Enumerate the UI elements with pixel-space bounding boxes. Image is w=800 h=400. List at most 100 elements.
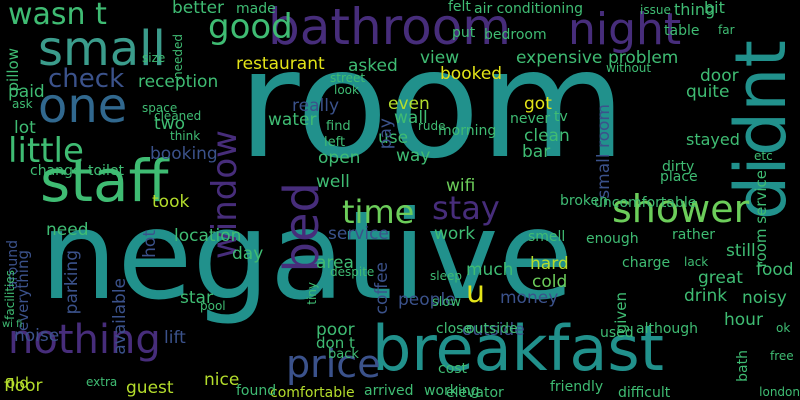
word-don-t: don t (316, 334, 355, 352)
word-made: made (236, 1, 276, 17)
word-water: water (268, 110, 317, 130)
word-open: open (318, 148, 361, 168)
word-poor: poor (316, 320, 355, 340)
word-guest: guest (126, 378, 174, 398)
word-use: use (378, 128, 409, 148)
word-better: better (172, 0, 225, 18)
word-one: one (38, 78, 128, 134)
word-back: back (328, 347, 359, 362)
word-smell: smell (528, 229, 566, 245)
word-cleaned: cleaned (154, 109, 202, 123)
word-felt: felt (448, 0, 471, 15)
word-night: night (568, 4, 682, 55)
word-stay: stay (432, 189, 500, 227)
word-without: without (606, 61, 652, 75)
word-bath: bath (735, 350, 751, 382)
word-thing: thing (674, 0, 716, 19)
word-working: working (424, 383, 480, 399)
word-hard: hard (530, 254, 569, 274)
word-never: never (510, 111, 551, 127)
word-street: street (330, 71, 366, 85)
word-available: available (110, 278, 130, 355)
word-left: left (324, 135, 346, 150)
word-hot: hot (140, 230, 160, 258)
word-booked: booked (440, 64, 503, 84)
word-table: table (664, 23, 700, 39)
word-expensive: expensive (516, 48, 603, 68)
word-food: food (756, 260, 794, 280)
word-tiny: tiny (305, 282, 319, 305)
word-breakfast: breakfast (372, 312, 664, 385)
word-day: day (232, 244, 264, 264)
word-u: u (466, 275, 486, 310)
word-bedroom: bedroom (484, 27, 547, 43)
word-issue: issue (640, 3, 671, 17)
word-noisy: noisy (742, 288, 787, 308)
word-even: even (388, 94, 430, 114)
word-small-room: small room (594, 104, 614, 199)
word-enough: enough (586, 231, 639, 247)
word-tv: tv (554, 109, 568, 125)
word-charge: charge (622, 255, 671, 271)
word-lack: lack (684, 255, 709, 269)
word-size: size (142, 51, 166, 65)
word-cold: cold (532, 272, 568, 292)
word-air-conditioning: air conditioning (474, 1, 584, 17)
word-lot: lot (14, 118, 36, 138)
word-quite: quite (686, 82, 730, 102)
word-star: star (180, 288, 213, 308)
word-broken: broken (560, 193, 608, 209)
word-needed: needed (171, 34, 185, 79)
word-area: area (316, 253, 354, 273)
word-nothing: nothing (8, 317, 161, 363)
word-people: people (398, 290, 456, 310)
word-comfortable: comfortable (270, 385, 355, 400)
word-way: way (396, 146, 431, 166)
word-cost: cost (438, 361, 468, 377)
word-used: used (600, 325, 634, 341)
word-small: small (38, 21, 166, 77)
word-booking: booking (150, 144, 218, 164)
word-paid: paid (8, 82, 45, 102)
word-hour: hour (724, 310, 763, 330)
word-view: view (420, 48, 460, 68)
word-much: much (466, 260, 514, 280)
word-toilet: toilet (88, 163, 124, 179)
word-two: two (154, 114, 185, 134)
word-difficult: difficult (618, 385, 671, 400)
word-took: took (152, 192, 190, 212)
word-noise: noise (14, 326, 60, 346)
word-outside: outside (466, 321, 518, 337)
word-staff: staff (40, 147, 169, 215)
word-shower: shower (612, 187, 750, 231)
word-rather: rather (672, 227, 716, 243)
word-space: space (142, 101, 178, 115)
word-facilities: facilities (3, 270, 17, 320)
word-wi-fi: wi fi (2, 319, 23, 330)
word-outside: outside (462, 320, 525, 340)
word-little: little (8, 131, 84, 171)
word-location: location (174, 226, 242, 246)
word-nice: nice (204, 370, 240, 390)
word-parking: parking (62, 250, 82, 315)
word-uncomfortable: uncomfortable (594, 195, 697, 211)
word-service: service (328, 224, 389, 244)
word-clean: clean (524, 126, 570, 146)
word-change: change (30, 163, 82, 179)
word-found: found (236, 383, 277, 399)
word-bit: bit (704, 0, 725, 17)
word-still: still (726, 241, 756, 261)
word-put: put (452, 25, 476, 41)
word-wifi: wifi (446, 176, 476, 196)
word-rude: rude (418, 119, 446, 133)
word-check: check (48, 64, 125, 94)
word-pay: pay (376, 118, 396, 150)
word-wall: wall (394, 108, 428, 128)
word-etc: etc (754, 149, 773, 163)
word-negative: negative (40, 185, 574, 327)
word-think: think (170, 129, 201, 143)
word-pool: pool (200, 299, 226, 313)
word-sleep: sleep (430, 269, 462, 283)
word-need: need (46, 220, 89, 240)
word-really: really (292, 96, 339, 116)
